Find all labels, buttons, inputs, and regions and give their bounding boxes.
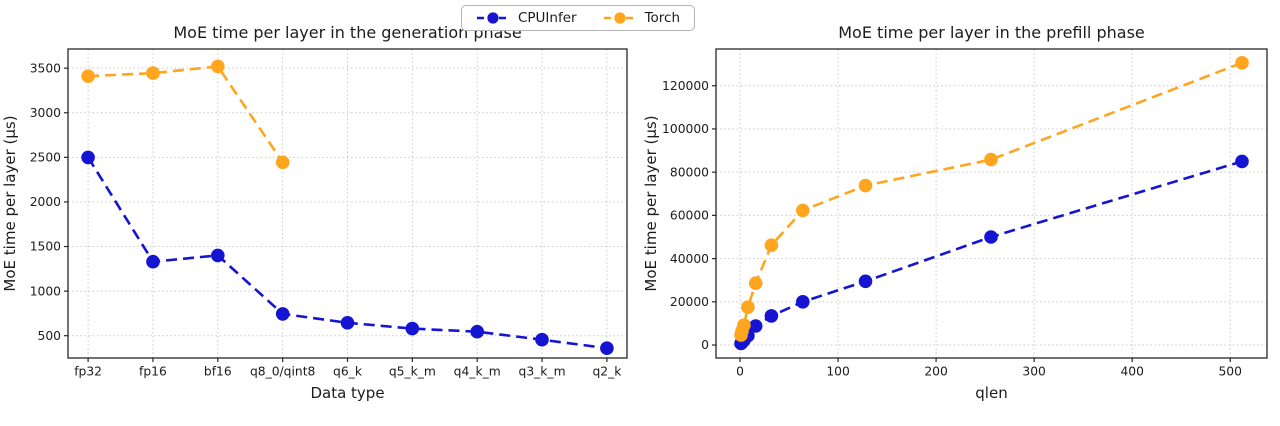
x-tick-label: fp16 (139, 365, 167, 379)
data-point-Torch (1235, 56, 1249, 70)
series-line-CPUInfer (740, 160, 1243, 345)
data-point-CPUInfer (796, 295, 810, 309)
data-point-CPUInfer (81, 150, 95, 165)
y-tick-label: 40000 (670, 252, 709, 266)
data-point-Torch (741, 300, 755, 315)
data-point-CPUInfer (275, 307, 290, 321)
y-tick-label: 0 (701, 338, 709, 352)
data-point-Torch (984, 152, 998, 167)
y-tick-label: 3500 (30, 61, 61, 75)
data-point-Torch (146, 66, 160, 80)
chart-title: MoE time per layer in the prefill phase (838, 23, 1145, 42)
prefill-phase-chart: 0 100 200 300 400 500 0 20000 40000 60000 80000 100… (642, 23, 1268, 402)
data-point-Torch (737, 318, 751, 333)
y-tick-label: 100000 (662, 122, 709, 136)
x-tick-label: 100 (826, 365, 849, 379)
data-point-Torch (211, 59, 225, 74)
y-tick-label: 120000 (662, 79, 709, 93)
y-tick-label: 20000 (670, 295, 709, 309)
data-point-Torch (748, 276, 763, 291)
data-point-CPUInfer (211, 248, 225, 263)
x-tick-label: q3_k_m (519, 365, 566, 379)
cpuinfer-line-sample-icon (476, 12, 509, 24)
x-tick-label: q8_0/qint8 (250, 365, 315, 379)
y-tick-label: 2500 (30, 151, 61, 165)
legend-item-cpuinfer: CPUInfer (476, 10, 577, 26)
x-tick-label: q6_k (333, 365, 363, 379)
data-point-Torch (275, 155, 290, 170)
y-tick-label: 500 (38, 329, 61, 343)
data-point-CPUInfer (535, 332, 549, 347)
x-tick-label: 0 (736, 365, 744, 379)
chart-title: MoE time per layer in the generation pha… (173, 23, 521, 42)
x-tick-label: q4_k_m (454, 365, 501, 379)
x-tick-label: bf16 (204, 365, 232, 379)
y-tick-label: 3000 (30, 106, 61, 120)
y-tick-label: 60000 (670, 209, 709, 223)
y-tick-label: 2000 (30, 195, 61, 209)
torch-line-sample-icon (603, 12, 636, 24)
data-point-CPUInfer (858, 274, 873, 289)
x-tick-label: fp32 (74, 365, 102, 379)
legend-item-torch: Torch (603, 10, 680, 26)
data-point-CPUInfer (984, 230, 998, 244)
x-tick-label: 400 (1120, 365, 1143, 379)
x-tick-label: 300 (1022, 365, 1045, 379)
data-point-Torch (796, 203, 810, 218)
x-axis-label: Data type (310, 384, 384, 402)
data-point-CPUInfer (764, 309, 779, 323)
data-point-CPUInfer (470, 324, 485, 339)
x-tick-label: q5_k_m (389, 365, 436, 379)
data-point-CPUInfer (405, 321, 420, 336)
legend: CPUInfer Torch (460, 5, 696, 31)
data-point-Torch (764, 238, 779, 252)
x-axis-label: qlen (975, 384, 1007, 402)
series-line-Torch (739, 61, 1243, 336)
series-line-Torch (88, 65, 284, 164)
y-tick-label: 1000 (30, 284, 61, 298)
y-axis-label: MoE time per layer (µs) (642, 115, 660, 291)
y-tick-label: 1500 (30, 240, 61, 254)
x-tick-label: 200 (924, 365, 947, 379)
x-tick-label: q2_k (592, 365, 622, 379)
data-point-CPUInfer (340, 316, 355, 330)
x-tick-label: 500 (1218, 365, 1241, 379)
generation-phase-chart: fp32 fp16 bf16 q8_0/qint8 q6_k q5_k_m q4_k_m q3… (1, 23, 628, 402)
legend-label-cpuinfer: CPUInfer (517, 10, 577, 26)
plot-border (715, 48, 1268, 359)
data-point-CPUInfer (1235, 154, 1249, 169)
data-point-CPUInfer (600, 341, 614, 356)
y-axis-label: MoE time per layer (µs) (1, 115, 19, 291)
y-tick-label: 80000 (670, 165, 709, 179)
data-point-Torch (81, 69, 95, 83)
data-point-CPUInfer (748, 319, 763, 333)
data-point-Torch (858, 178, 873, 193)
data-point-CPUInfer (146, 254, 160, 269)
legend-label-torch: Torch (644, 10, 681, 26)
